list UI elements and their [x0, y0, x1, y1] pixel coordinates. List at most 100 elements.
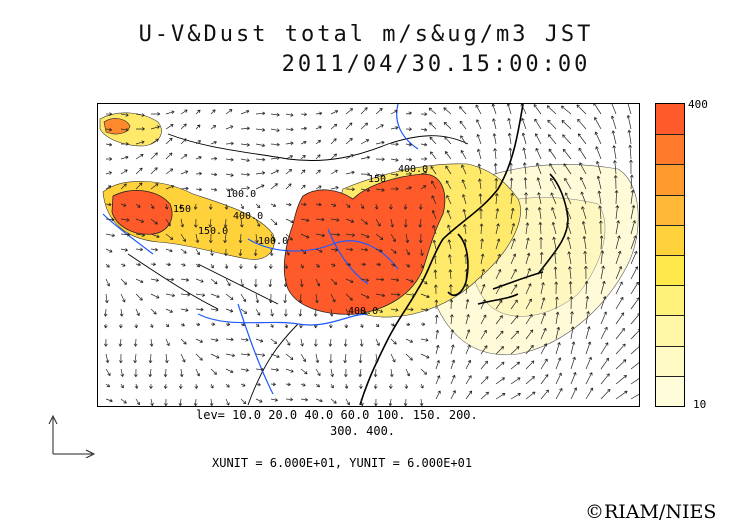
wind-arrow	[330, 203, 337, 207]
wind-arrow	[105, 233, 115, 238]
wind-arrow	[178, 383, 183, 389]
wind-arrow	[238, 233, 243, 244]
wind-arrow	[195, 307, 204, 312]
wind-arrow	[105, 127, 113, 132]
wind-arrow	[315, 125, 322, 130]
wind-arrow	[630, 362, 639, 370]
wind-arrow	[118, 338, 123, 347]
wind-arrow	[119, 353, 123, 364]
wind-arrow	[270, 398, 278, 402]
wind-arrow	[165, 248, 173, 253]
wind-arrow	[583, 250, 587, 265]
wind-arrow	[548, 148, 557, 160]
wind-arrow	[374, 398, 378, 406]
wind-arrow	[615, 235, 621, 250]
wind-arrow	[208, 218, 213, 228]
wind-arrow	[315, 217, 325, 222]
wind-arrow	[434, 314, 439, 325]
wind-arrow	[150, 278, 159, 282]
chart-title: U-V&Dust total m/s&ug/m3 JST	[138, 22, 594, 47]
wind-arrow	[525, 298, 532, 310]
wind-arrow	[630, 204, 636, 220]
wind-arrow	[431, 180, 437, 190]
wind-arrow	[270, 308, 274, 317]
wind-arrow	[615, 359, 627, 370]
wind-arrow	[330, 278, 338, 285]
wind-arrow	[255, 157, 266, 162]
wind-arrow	[495, 238, 501, 250]
wind-arrow	[630, 266, 639, 280]
wind-arrow	[375, 262, 381, 267]
wind-arrow	[390, 142, 399, 147]
colorbar-segment	[656, 134, 684, 165]
wind-arrow	[555, 342, 561, 355]
wind-arrow	[594, 117, 602, 130]
wind-arrow	[120, 113, 129, 117]
wind-arrow	[614, 190, 619, 205]
wind-arrow	[420, 263, 424, 269]
wind-arrow	[344, 368, 348, 378]
wind-arrow	[210, 368, 217, 375]
wind-arrow	[165, 262, 171, 267]
wind-arrow	[315, 383, 320, 388]
japan-coast	[477, 173, 569, 305]
wind-arrow	[405, 157, 412, 162]
units-text: XUNIT = 6.000E+01, YUNIT = 6.000E+01	[212, 456, 473, 470]
wind-arrow	[105, 202, 112, 207]
wind-arrow	[577, 118, 587, 130]
wind-arrow	[615, 220, 620, 235]
wind-arrow	[405, 338, 414, 343]
rivers	[102, 104, 419, 395]
wind-arrow	[420, 307, 429, 312]
wind-arrow	[120, 203, 127, 207]
wind-arrow	[135, 293, 143, 301]
wind-arrow	[164, 398, 168, 406]
wind-arrow	[562, 148, 572, 160]
wind-arrow	[510, 393, 521, 400]
wind-arrow	[390, 353, 396, 363]
wind-arrow	[329, 323, 333, 329]
wind-arrow	[300, 263, 304, 269]
wind-arrow	[551, 207, 557, 220]
wind-arrow	[461, 164, 467, 175]
wind-arrow	[600, 326, 608, 340]
wind-arrow	[495, 208, 500, 220]
wind-arrow	[465, 299, 470, 310]
wind-arrow	[225, 398, 230, 406]
wind-arrow	[345, 203, 351, 208]
wind-arrow	[480, 345, 488, 355]
wind-arrow	[239, 263, 243, 269]
wind-arrow	[537, 192, 542, 205]
wind-arrow	[300, 218, 310, 222]
wind-arrow	[420, 322, 426, 327]
wind-arrow	[450, 329, 455, 340]
wind-arrow	[345, 218, 355, 223]
wind-arrow	[255, 323, 260, 327]
wind-arrow	[450, 359, 456, 370]
wind-arrow	[103, 308, 108, 317]
wind-arrow	[343, 338, 348, 347]
wind-arrow	[615, 390, 628, 400]
wind-arrow	[150, 247, 158, 252]
wind-arrow	[420, 278, 428, 285]
wind-arrow	[480, 376, 489, 385]
wind-arrow	[465, 283, 469, 295]
wind-arrow	[596, 160, 602, 175]
wind-arrow	[480, 253, 485, 265]
wind-arrow	[120, 169, 128, 175]
wind-arrow	[135, 127, 145, 131]
wind-arrow	[163, 383, 168, 389]
wind-arrow	[390, 218, 394, 228]
wind-arrow	[120, 183, 127, 190]
wind-arrow	[480, 360, 488, 370]
wind-arrow	[135, 278, 144, 284]
wind-arrow	[405, 278, 414, 283]
wind-arrow	[533, 104, 542, 115]
wind-arrow	[240, 109, 250, 115]
wind-arrow	[358, 368, 363, 378]
wind-arrow	[330, 138, 337, 145]
wind-arrow	[444, 151, 452, 160]
wind-arrow	[315, 202, 322, 207]
wind-arrow	[148, 353, 153, 364]
wind-arrow	[195, 233, 200, 243]
